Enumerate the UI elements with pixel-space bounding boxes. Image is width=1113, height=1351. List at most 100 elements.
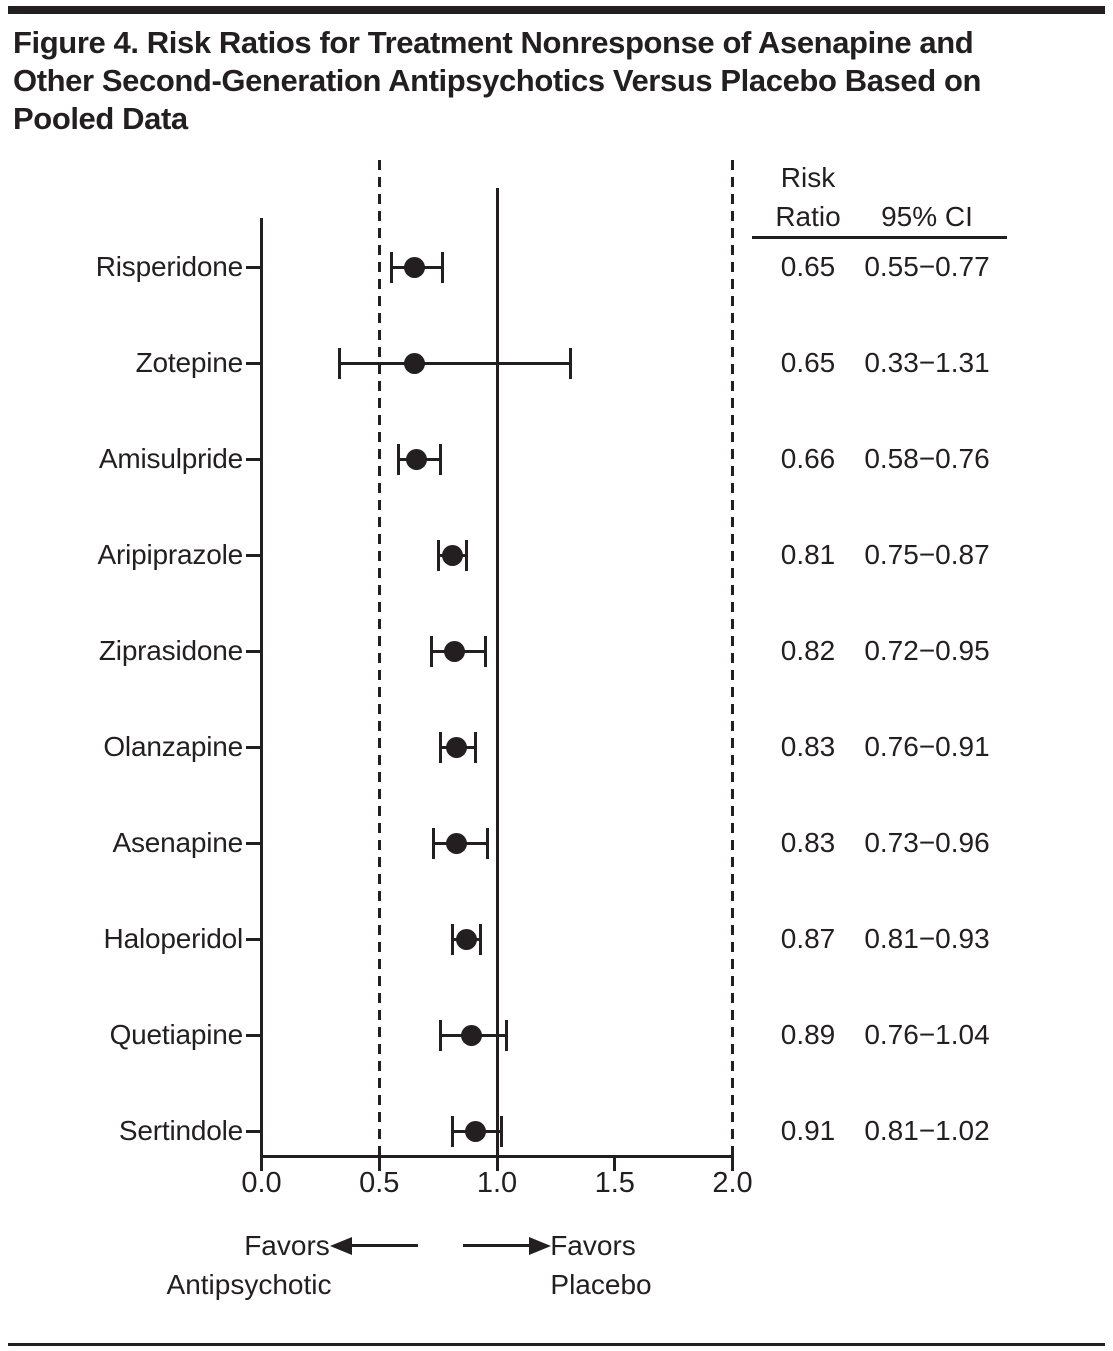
drug-label: Risperidone	[95, 251, 243, 282]
point-estimate-dot	[444, 640, 466, 662]
risk-ratio-value: 0.89	[780, 1019, 836, 1050]
ci-cap-high	[483, 635, 487, 667]
favors-placebo-label-line-2: Placebo	[550, 1269, 652, 1300]
point-estimate-dot	[446, 832, 468, 854]
point-estimate-dot	[406, 448, 428, 470]
drug-label-tick	[245, 937, 262, 941]
drug-label: Zotepine	[135, 347, 244, 378]
right-arrow-shaft	[463, 1244, 531, 1247]
risk-ratio-value: 0.91	[780, 1115, 836, 1146]
ci-column-header: 95% CI	[881, 201, 973, 232]
ci-cap-high	[438, 443, 442, 475]
risk-ratio-column-header-line-2: Ratio	[775, 201, 841, 232]
bottom-rule	[8, 1343, 1105, 1346]
drug-label: Aripiprazole	[97, 539, 244, 570]
risk-ratio-value: 0.66	[780, 443, 836, 474]
ci-cap-low	[436, 539, 440, 571]
drug-label-tick	[245, 265, 262, 269]
ci-cap-high	[464, 539, 468, 571]
risk-ratio-value: 0.65	[780, 251, 836, 282]
favors-antipsychotic-label-line-2: Antipsychotic	[166, 1269, 332, 1300]
ci-cap-high	[474, 731, 478, 763]
drug-label-tick	[245, 553, 262, 557]
point-estimate-dot	[455, 928, 477, 950]
x-axis-tick	[260, 1158, 263, 1171]
ci-line	[339, 361, 570, 365]
ci-value: 0.76−0.91	[864, 731, 990, 762]
ci-cap-low	[450, 923, 454, 955]
ci-cap-low	[450, 1115, 454, 1147]
drug-label-tick	[245, 745, 262, 749]
x-axis-tick	[377, 1158, 381, 1171]
drug-label-tick	[245, 841, 262, 845]
ci-value: 0.72−0.95	[864, 635, 990, 666]
x-axis-tick-label: 1.0	[476, 1167, 518, 1199]
drug-label: Ziprasidone	[98, 635, 243, 666]
x-axis-tick-label: 2.0	[712, 1167, 753, 1199]
drug-label-tick	[245, 1033, 262, 1037]
risk-ratio-value: 0.83	[780, 731, 836, 762]
ci-cap-high	[479, 923, 482, 955]
risk-ratio-value: 0.82	[780, 635, 836, 666]
ci-cap-high	[568, 347, 572, 379]
ci-value: 0.81−1.02	[864, 1115, 990, 1146]
x-axis-line	[260, 1155, 734, 1158]
right-arrow-icon	[529, 1237, 551, 1255]
favors-antipsychotic-label-line-1: Favors	[244, 1230, 330, 1261]
drug-label: Olanzapine	[103, 731, 243, 762]
drug-label: Haloperidol	[103, 923, 244, 954]
drug-label: Quetiapine	[109, 1019, 244, 1050]
x-axis-tick-label: 1.5	[594, 1167, 635, 1199]
x-axis-tick-label: 0.5	[359, 1167, 400, 1199]
ci-cap-low	[389, 251, 393, 283]
point-estimate-dot	[460, 1024, 482, 1046]
top-rule	[8, 6, 1105, 14]
ci-cap-high	[500, 1115, 504, 1147]
risk-ratio-value: 0.65	[780, 347, 836, 378]
drug-label: Sertindole	[118, 1115, 243, 1146]
figure-title-line-2: Other Second-Generation Antipsychotics V…	[13, 63, 982, 98]
point-estimate-dot	[441, 544, 463, 566]
ci-value: 0.73−0.96	[864, 827, 990, 858]
ci-cap-low	[429, 635, 433, 667]
risk-ratio-value: 0.81	[780, 539, 836, 570]
y-axis-line	[260, 218, 263, 1158]
favors-placebo-label-line-1: Favors	[550, 1230, 636, 1261]
dashed-reference-line	[731, 160, 734, 1156]
ci-cap-low	[396, 443, 400, 475]
ci-value: 0.33−1.31	[864, 347, 990, 378]
x-axis-tick	[613, 1158, 617, 1171]
drug-label: Amisulpride	[98, 443, 243, 474]
drug-label: Asenapine	[112, 827, 243, 858]
ci-cap-low	[431, 827, 435, 859]
point-estimate-dot	[404, 352, 426, 374]
dashed-reference-line	[377, 160, 381, 1156]
risk-ratio-column-header-line-1: Risk	[780, 162, 836, 193]
ci-cap-low	[438, 731, 442, 763]
left-arrow-shaft	[350, 1244, 418, 1247]
x-axis-tick	[495, 1158, 499, 1171]
figure-title: Figure 4. Risk Ratios for Treatment Nonr…	[13, 24, 1103, 138]
left-arrow-icon	[330, 1237, 352, 1255]
ci-cap-high	[486, 827, 490, 859]
point-estimate-dot	[465, 1120, 487, 1142]
drug-label-tick	[245, 1129, 262, 1133]
column-header-rule	[752, 236, 1007, 239]
ci-value: 0.75−0.87	[864, 539, 990, 570]
figure-title-line-1: Figure 4. Risk Ratios for Treatment Nonr…	[13, 25, 974, 60]
drug-label-tick	[245, 361, 262, 365]
ci-value: 0.55−0.77	[864, 251, 990, 282]
ci-cap-low	[337, 347, 341, 379]
drug-label-tick	[245, 457, 262, 461]
ci-cap-low	[438, 1019, 442, 1051]
risk-ratio-value: 0.83	[780, 827, 836, 858]
ci-value: 0.81−0.93	[864, 923, 990, 954]
solid-reference-line	[495, 188, 499, 1156]
x-axis-tick	[731, 1158, 734, 1171]
point-estimate-dot	[404, 256, 426, 278]
ci-cap-high	[504, 1019, 508, 1051]
risk-ratio-value: 0.87	[780, 923, 836, 954]
ci-value: 0.58−0.76	[864, 443, 990, 474]
x-axis-tick-label: 0.0	[241, 1167, 282, 1199]
